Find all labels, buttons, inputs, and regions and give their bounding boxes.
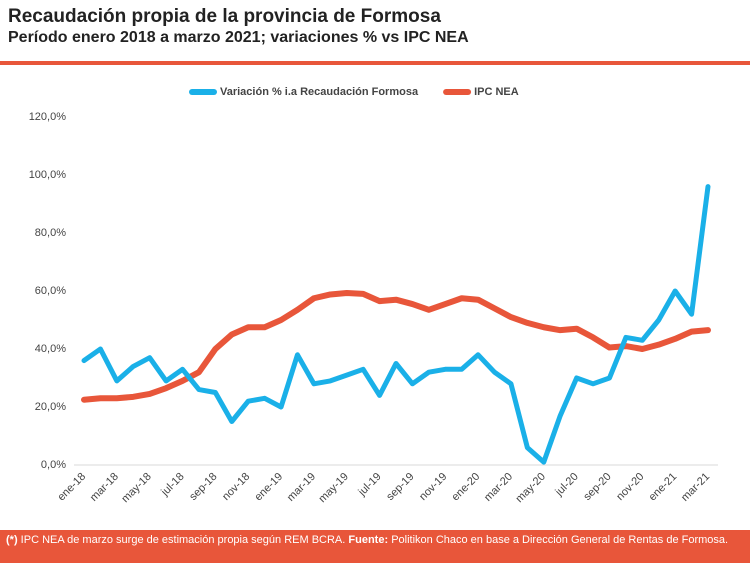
y-tick-label: 120,0% <box>29 111 67 123</box>
x-tick-label: mar-21 <box>679 471 712 504</box>
y-tick-label: 20,0% <box>35 401 66 413</box>
x-tick-label: nov-18 <box>220 471 252 503</box>
footnote-marker: (*) <box>6 534 18 546</box>
series-line <box>81 184 711 465</box>
x-tick-label: may-18 <box>119 471 153 505</box>
x-tick-label: ene-21 <box>647 471 680 504</box>
y-tick-label: 60,0% <box>35 285 66 297</box>
x-tick-label: mar-19 <box>285 471 318 504</box>
x-tick-label: may-20 <box>514 471 548 505</box>
x-tick-label: mar-20 <box>482 471 515 504</box>
x-tick-label: ene-18 <box>55 471 88 504</box>
x-tick-label: nov-20 <box>614 471 646 503</box>
legend-label: Variación % i.a Recaudación Formosa <box>220 86 419 98</box>
x-tick-label: jul-20 <box>553 471 581 499</box>
x-tick-label: ene-19 <box>253 471 286 504</box>
y-tick-label: 100,0% <box>29 169 67 181</box>
x-tick-label: mar-18 <box>88 471 121 504</box>
series-line <box>81 290 711 403</box>
y-tick-label: 0,0% <box>41 459 66 471</box>
x-tick-label: ene-20 <box>450 471 483 504</box>
footnote: IPC NEA de marzo surge de estimación pro… <box>20 534 346 546</box>
x-tick-label: sep-19 <box>384 471 416 503</box>
legend-label: IPC NEA <box>474 86 519 98</box>
x-tick-label: jul-19 <box>356 471 384 499</box>
source-label: Fuente: <box>348 534 389 546</box>
x-tick-label: sep-20 <box>581 471 613 503</box>
header-rule <box>0 61 750 65</box>
subtitle: Período enero 2018 a marzo 2021; variaci… <box>8 29 469 46</box>
footer: (*) IPC NEA de marzo surge de estimación… <box>0 530 750 563</box>
source: Politikon Chaco en base a Dirección Gene… <box>391 534 729 546</box>
header: Recaudación propia de la provincia de Fo… <box>8 6 469 47</box>
x-tick-label: sep-18 <box>187 471 219 503</box>
x-tick-label: may-19 <box>316 471 350 505</box>
x-tick-label: jul-18 <box>158 471 186 499</box>
chart: 0,0% 20,0% 40,0% 60,0% 80,0% 100,0% 120,0% ene-… <box>29 86 718 505</box>
y-tick-label: 40,0% <box>35 343 66 355</box>
x-tick-label: nov-19 <box>417 471 449 503</box>
title: Recaudación propia de la provincia de Fo… <box>8 6 441 27</box>
y-tick-label: 80,0% <box>35 227 66 239</box>
